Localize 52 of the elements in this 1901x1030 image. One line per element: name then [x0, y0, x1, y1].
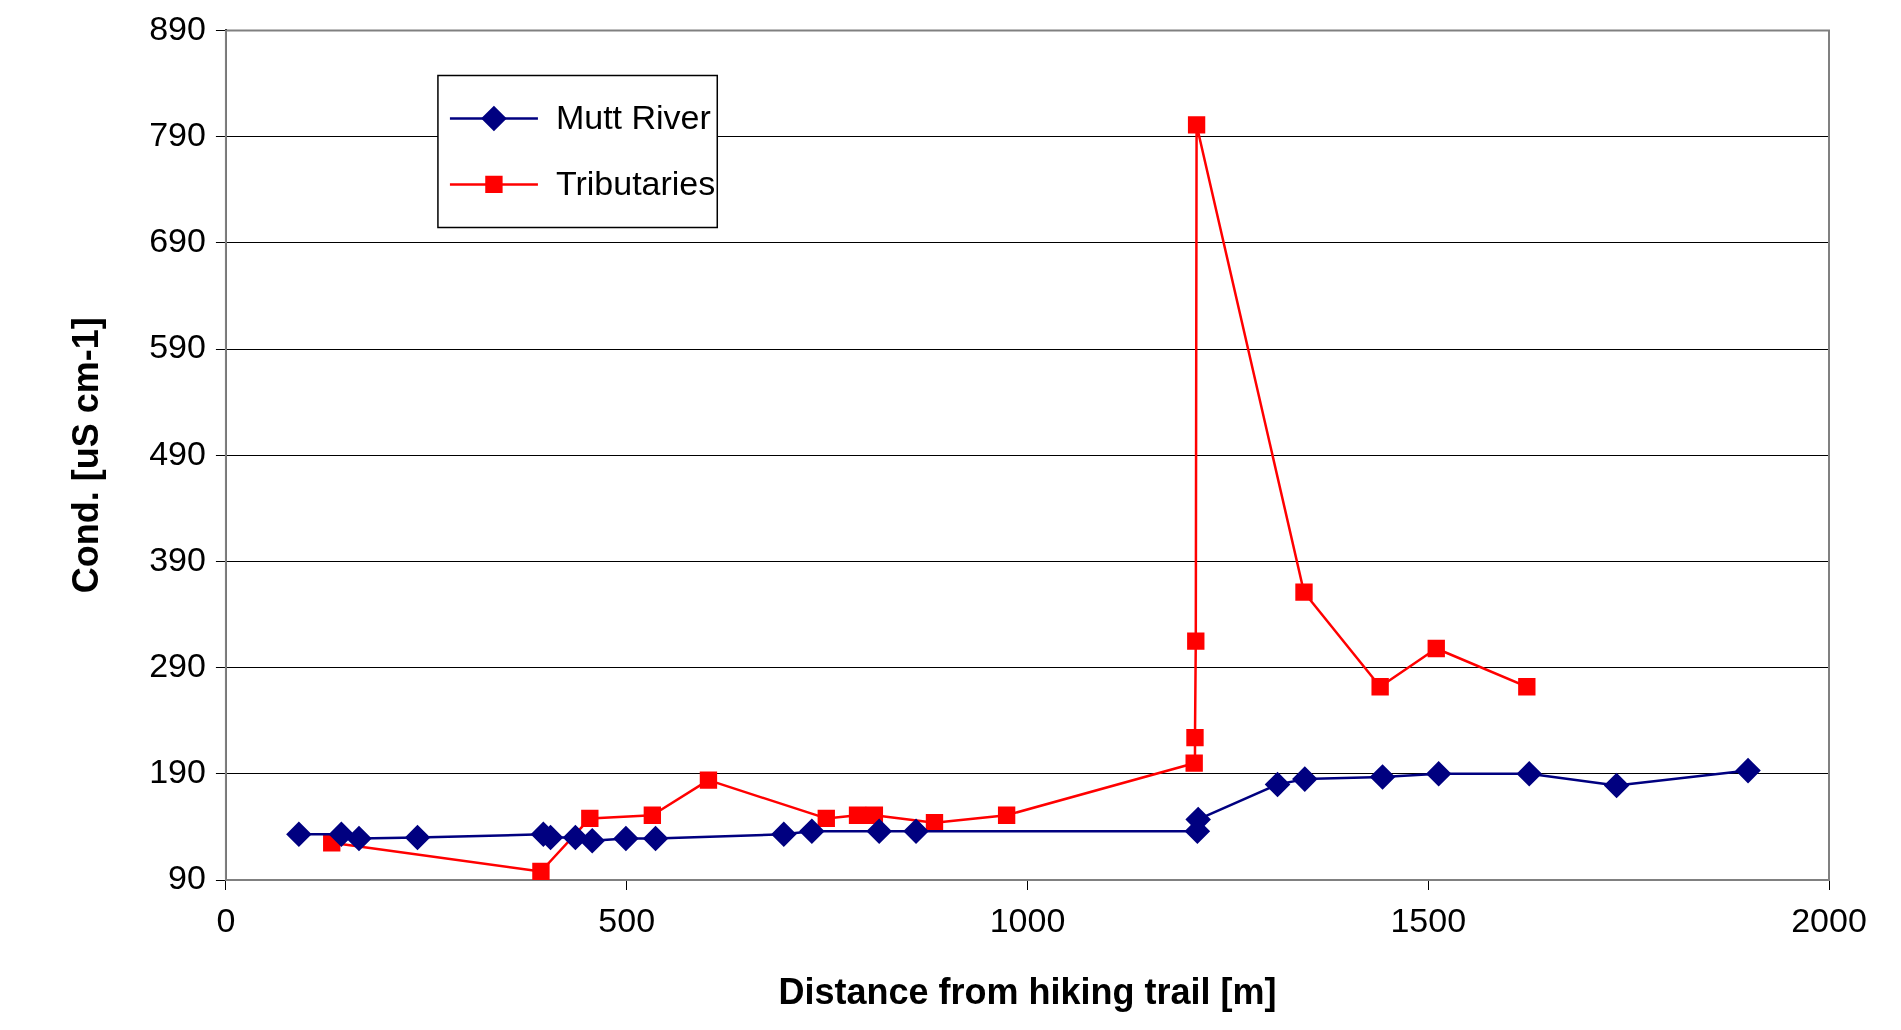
x-tick-label: 1500 [1390, 900, 1467, 939]
point [1187, 116, 1206, 134]
x-tick-label: 0 [216, 900, 236, 939]
point [1604, 773, 1629, 798]
x-axis-title: Distance from hiking trail [m] [778, 971, 1277, 1013]
point [1187, 632, 1205, 650]
point [346, 826, 372, 851]
point [1371, 678, 1389, 696]
point [1516, 761, 1542, 787]
legend-label: Mutt River [555, 97, 711, 136]
point [643, 826, 668, 851]
point [1426, 761, 1451, 787]
point [771, 822, 797, 847]
x-tick-label: 2000 [1791, 900, 1867, 939]
point [997, 806, 1016, 824]
point [699, 771, 718, 789]
point [1370, 764, 1395, 790]
point [1735, 758, 1761, 783]
y-tick-label: 90 [168, 858, 206, 897]
y-tick-label: 590 [149, 327, 206, 366]
y-tick-label: 690 [149, 221, 206, 260]
y-tick-label: 490 [149, 433, 206, 472]
point [1295, 583, 1313, 601]
point [866, 818, 892, 844]
point [817, 809, 835, 828]
y-tick-label: 790 [149, 114, 206, 153]
y-tick-label: 190 [149, 752, 206, 791]
point [579, 828, 605, 853]
point [925, 813, 944, 832]
point [1427, 639, 1445, 658]
x-tick-label: 500 [598, 900, 656, 939]
point [1292, 766, 1318, 792]
point [1518, 678, 1536, 696]
y-tick-label: 290 [149, 645, 206, 684]
point [581, 809, 599, 828]
point [799, 818, 825, 844]
y-tick-label: 890 [149, 8, 206, 47]
x-tick-label: 1000 [989, 900, 1066, 939]
point [903, 818, 929, 844]
point [643, 806, 662, 824]
y-axis-title: Cond. [uS cm-1] [64, 317, 106, 594]
point [613, 826, 639, 851]
point [286, 822, 312, 847]
y-tick-label: 390 [149, 539, 206, 578]
point [329, 822, 354, 847]
point [405, 825, 430, 850]
legend-label: Tributaries [555, 163, 716, 202]
point [1186, 729, 1204, 747]
point [1265, 772, 1290, 797]
point [848, 806, 867, 824]
point [532, 862, 550, 880]
point [1185, 754, 1203, 772]
